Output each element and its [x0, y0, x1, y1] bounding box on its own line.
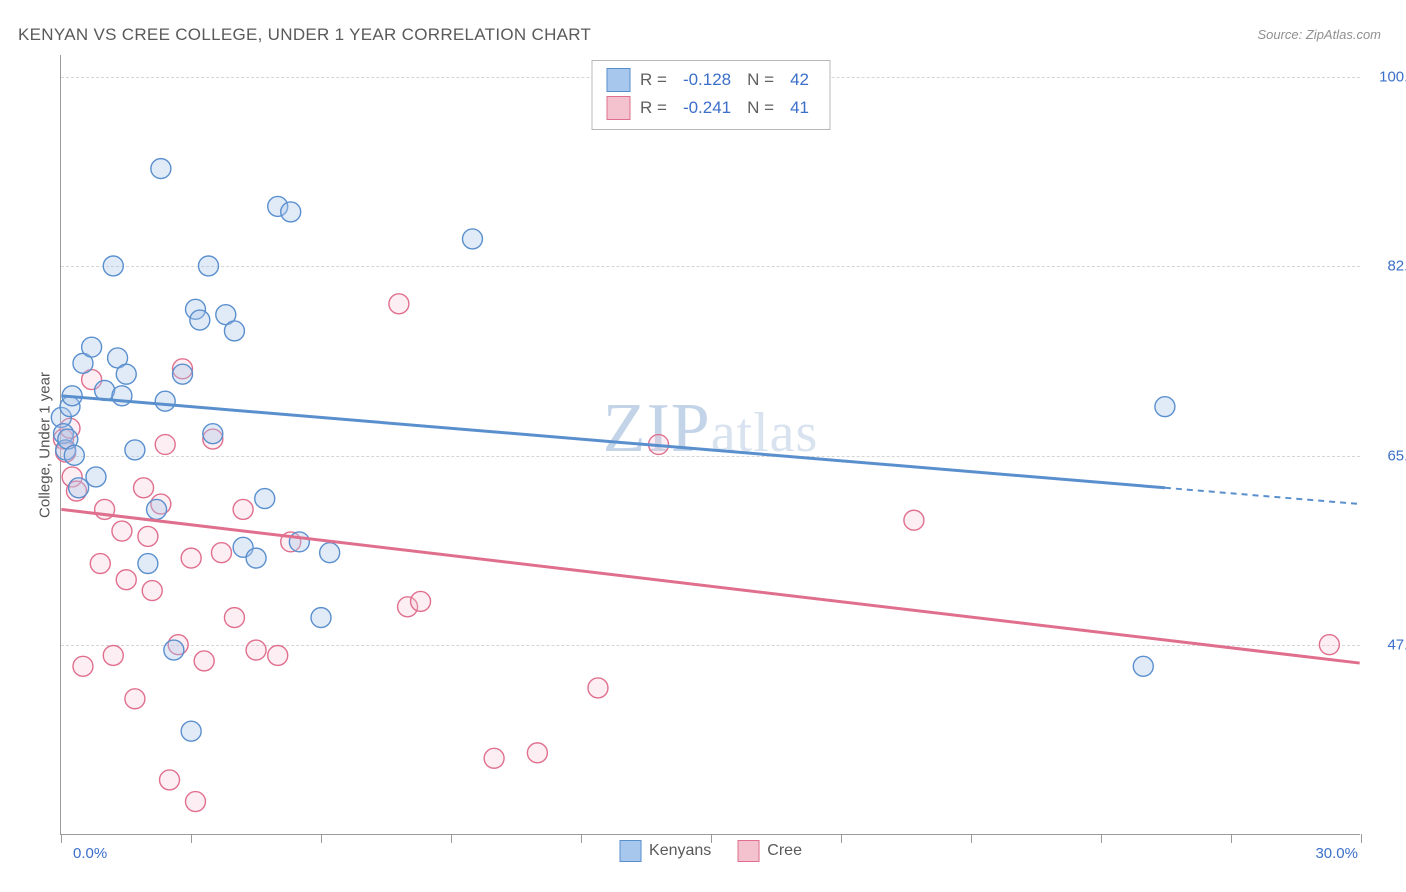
x-tick [841, 834, 842, 843]
swatch-cree [606, 96, 630, 120]
data-point [181, 721, 201, 741]
data-point [211, 543, 231, 563]
data-point [181, 548, 201, 568]
data-point [904, 510, 924, 530]
data-point [411, 591, 431, 611]
legend-row-cree: R = -0.241 N = 41 [606, 94, 815, 122]
data-point [289, 532, 309, 552]
data-point [116, 570, 136, 590]
data-point [224, 321, 244, 341]
scatter-plot [61, 55, 1360, 834]
data-point [147, 499, 167, 519]
x-tick [451, 834, 452, 843]
trend-line [1165, 488, 1360, 504]
data-point [155, 435, 175, 455]
data-point [1155, 397, 1175, 417]
data-point [311, 608, 331, 628]
legend-stats: R = -0.128 N = 42 R = -0.241 N = 41 [591, 60, 830, 130]
data-point [82, 337, 102, 357]
correlation-chart: College, Under 1 year ZIPatlas 47.5%65.0… [50, 55, 1360, 835]
x-tick [321, 834, 322, 843]
data-point [155, 391, 175, 411]
data-point [173, 364, 193, 384]
data-point [255, 489, 275, 509]
y-tick-label: 47.5% [1366, 637, 1406, 654]
data-point [64, 445, 84, 465]
data-point [1319, 635, 1339, 655]
x-tick [1231, 834, 1232, 843]
data-point [138, 554, 158, 574]
y-axis-label: College, Under 1 year [37, 372, 54, 518]
source-attribution: Source: ZipAtlas.com [1257, 27, 1381, 42]
x-tick [61, 834, 62, 843]
data-point [138, 526, 158, 546]
n-value-kenyans: 42 [784, 70, 815, 90]
data-point [462, 229, 482, 249]
x-axis-max: 30.0% [1315, 845, 1358, 862]
data-point [151, 159, 171, 179]
legend-row-kenyans: R = -0.128 N = 42 [606, 66, 815, 94]
data-point [224, 608, 244, 628]
data-point [73, 656, 93, 676]
x-tick [581, 834, 582, 843]
data-point [484, 748, 504, 768]
data-point [116, 364, 136, 384]
data-point [246, 548, 266, 568]
x-axis-min: 0.0% [73, 845, 107, 862]
x-tick [971, 834, 972, 843]
data-point [389, 294, 409, 314]
data-point [69, 478, 89, 498]
data-point [588, 678, 608, 698]
r-value-cree: -0.241 [677, 98, 737, 118]
swatch-kenyans-bottom [619, 840, 641, 862]
swatch-cree-bottom [737, 840, 759, 862]
data-point [160, 770, 180, 790]
data-point [281, 202, 301, 222]
trend-line [61, 396, 1165, 488]
y-tick-label: 100.0% [1366, 68, 1406, 85]
data-point [233, 499, 253, 519]
x-tick [1361, 834, 1362, 843]
data-point [103, 645, 123, 665]
data-point [125, 689, 145, 709]
data-point [164, 640, 184, 660]
data-point [190, 310, 210, 330]
plot-area: ZIPatlas 47.5%65.0%82.5%100.0% R = -0.12… [60, 55, 1360, 835]
chart-title: KENYAN VS CREE COLLEGE, UNDER 1 YEAR COR… [18, 25, 591, 45]
data-point [194, 651, 214, 671]
data-point [125, 440, 145, 460]
data-point [112, 521, 132, 541]
legend-item-kenyans: Kenyans [619, 840, 711, 862]
data-point [134, 478, 154, 498]
n-value-cree: 41 [784, 98, 815, 118]
data-point [90, 554, 110, 574]
data-point [1133, 656, 1153, 676]
y-tick-label: 65.0% [1366, 447, 1406, 464]
y-tick-label: 82.5% [1366, 258, 1406, 275]
data-point [142, 581, 162, 601]
legend-item-cree: Cree [737, 840, 802, 862]
data-point [268, 645, 288, 665]
data-point [186, 792, 206, 812]
data-point [103, 256, 123, 276]
legend-series: Kenyans Cree [619, 840, 802, 862]
x-tick [191, 834, 192, 843]
data-point [203, 424, 223, 444]
data-point [246, 640, 266, 660]
x-tick [1101, 834, 1102, 843]
r-value-kenyans: -0.128 [677, 70, 737, 90]
data-point [320, 543, 340, 563]
data-point [527, 743, 547, 763]
swatch-kenyans [606, 68, 630, 92]
data-point [198, 256, 218, 276]
data-point [86, 467, 106, 487]
